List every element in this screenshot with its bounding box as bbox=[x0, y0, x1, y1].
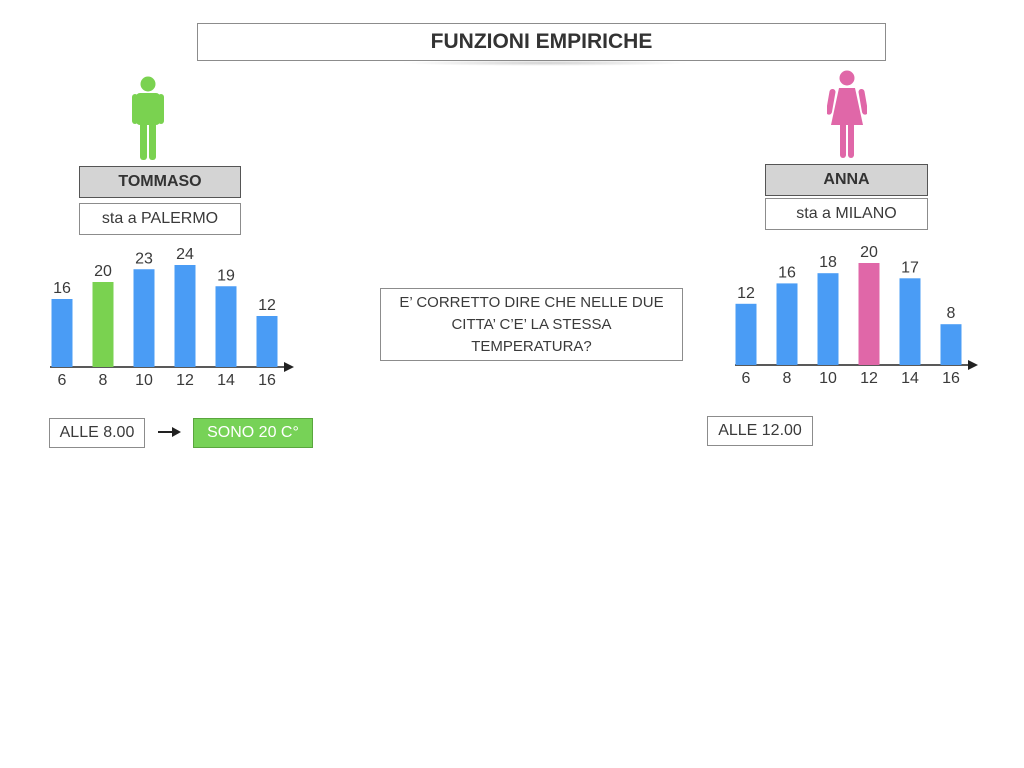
question-text: E’ CORRETTO DIRE CHE NELLE DUE CITTA’ C’… bbox=[380, 288, 683, 361]
milano-x-axis-arrow-icon bbox=[968, 360, 978, 370]
tommaso-city-label: sta a PALERMO bbox=[79, 203, 241, 235]
page-title: FUNZIONI EMPIRICHE bbox=[197, 23, 886, 61]
result-badge: SONO 20 C° bbox=[193, 418, 313, 448]
time-label-right: ALLE 12.00 bbox=[707, 416, 813, 446]
palermo-bar bbox=[174, 265, 196, 367]
palermo-value-label: 24 bbox=[176, 246, 194, 263]
milano-bar bbox=[735, 303, 757, 365]
palermo-tick-label: 16 bbox=[258, 372, 276, 389]
milano-tick-label: 14 bbox=[901, 370, 919, 387]
palermo-tick-label: 14 bbox=[217, 372, 235, 389]
anna-name-label: ANNA bbox=[765, 164, 928, 196]
time-label-left: ALLE 8.00 bbox=[49, 418, 145, 448]
palermo-bar bbox=[256, 316, 278, 367]
milano-value-label: 8 bbox=[947, 305, 956, 322]
palermo-x-axis-arrow-icon bbox=[284, 362, 294, 372]
man-icon bbox=[132, 76, 164, 160]
milano-bar bbox=[776, 283, 798, 365]
anna-city-label: sta a MILANO bbox=[765, 198, 928, 230]
palermo-value-label: 23 bbox=[135, 250, 153, 267]
milano-bar bbox=[858, 263, 880, 365]
milano-tick-label: 10 bbox=[819, 370, 837, 387]
palermo-bar bbox=[92, 282, 114, 367]
palermo-tick-label: 10 bbox=[135, 372, 153, 389]
milano-temperature-chart: 12 6 16 8 18 10 20 12 17 14 8 16 bbox=[735, 244, 978, 387]
palermo-bar bbox=[133, 269, 155, 367]
palermo-tick-label: 8 bbox=[99, 372, 108, 389]
right-arrow-icon bbox=[158, 427, 181, 437]
palermo-value-label: 16 bbox=[53, 280, 71, 297]
milano-value-label: 17 bbox=[901, 259, 919, 276]
milano-tick-label: 16 bbox=[942, 370, 960, 387]
palermo-bar bbox=[215, 286, 237, 367]
milano-value-label: 20 bbox=[860, 244, 878, 261]
milano-tick-label: 12 bbox=[860, 370, 878, 387]
palermo-value-label: 19 bbox=[217, 267, 235, 284]
milano-value-label: 16 bbox=[778, 264, 796, 281]
milano-tick-label: 8 bbox=[783, 370, 792, 387]
palermo-tick-label: 6 bbox=[58, 372, 67, 389]
milano-value-label: 12 bbox=[737, 285, 755, 302]
milano-bar bbox=[899, 278, 921, 365]
woman-icon bbox=[827, 70, 867, 158]
palermo-value-label: 12 bbox=[258, 297, 276, 314]
milano-bar bbox=[817, 273, 839, 365]
palermo-temperature-chart: 16 6 20 8 23 10 24 12 19 14 12 16 bbox=[50, 246, 294, 389]
palermo-tick-label: 12 bbox=[176, 372, 194, 389]
palermo-value-label: 20 bbox=[94, 263, 112, 280]
milano-bar bbox=[940, 324, 962, 365]
milano-tick-label: 6 bbox=[742, 370, 751, 387]
milano-value-label: 18 bbox=[819, 254, 837, 271]
tommaso-name-label: TOMMASO bbox=[79, 166, 241, 198]
title-shadow bbox=[400, 60, 690, 66]
palermo-bar bbox=[51, 299, 73, 367]
